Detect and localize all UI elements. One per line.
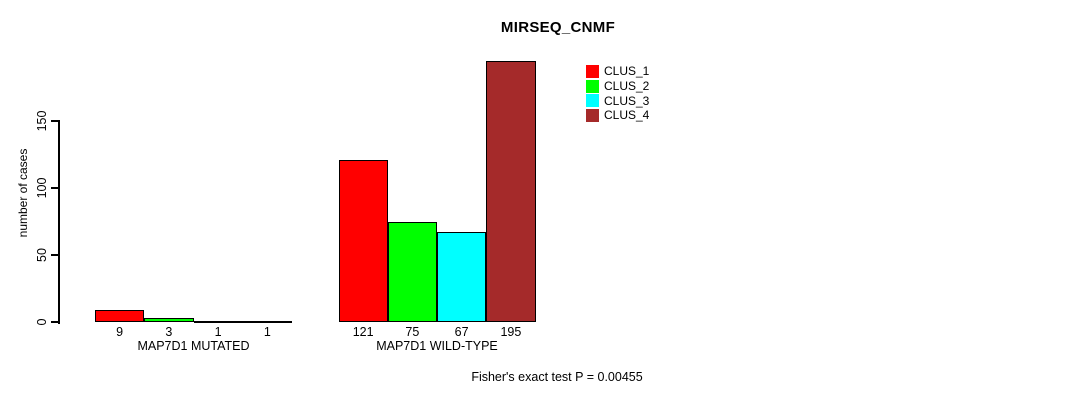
y-tick-mark [51, 120, 58, 122]
legend-label: CLUS_3 [604, 93, 650, 108]
legend-label: CLUS_4 [604, 108, 650, 123]
bar [387, 221, 437, 322]
y-tick-label: 100 [35, 177, 49, 199]
legend: CLUS_1 CLUS_2 CLUS_3 CLUS_4 [586, 64, 649, 123]
bar [95, 309, 145, 322]
bar-value-label: 67 [454, 325, 469, 339]
chart-title: MIRSEQ_CNMF [500, 19, 616, 36]
y-tick-label: 50 [35, 248, 49, 262]
y-tick-mark [51, 321, 58, 323]
y-tick-mark [51, 254, 58, 256]
y-tick-label: 0 [35, 318, 49, 326]
legend-label: CLUS_1 [604, 64, 650, 79]
bar [486, 60, 536, 322]
bar [193, 320, 243, 323]
legend-item: CLUS_3 [586, 93, 649, 108]
bar-value-label: 3 [165, 325, 173, 339]
y-axis-label: number of cases [16, 148, 30, 238]
bar-value-label: 9 [116, 325, 124, 339]
y-tick-mark [51, 187, 58, 189]
group-label: MAP7D1 MUTATED [137, 339, 250, 353]
bar [242, 320, 292, 323]
legend-item: CLUS_2 [586, 79, 649, 94]
legend-item: CLUS_1 [586, 64, 649, 79]
legend-swatch-icon [586, 64, 599, 78]
bar [437, 232, 487, 322]
bar [338, 159, 388, 322]
legend-swatch-icon [586, 94, 599, 108]
legend-swatch-icon [586, 79, 599, 93]
bar-value-label: 1 [214, 325, 222, 339]
legend-label: CLUS_2 [604, 79, 650, 94]
footnote: Fisher's exact test P = 0.00455 [471, 370, 643, 384]
y-tick-label: 150 [35, 110, 49, 132]
group-label: MAP7D1 WILD-TYPE [376, 339, 498, 353]
legend-swatch-icon [586, 108, 599, 122]
bar-value-label: 121 [352, 325, 374, 339]
bar-value-label: 195 [500, 325, 522, 339]
legend-item: CLUS_4 [586, 108, 649, 123]
bar-value-label: 75 [405, 325, 420, 339]
bar-value-label: 1 [263, 325, 271, 339]
bar [144, 317, 194, 322]
y-axis-line [58, 120, 60, 324]
